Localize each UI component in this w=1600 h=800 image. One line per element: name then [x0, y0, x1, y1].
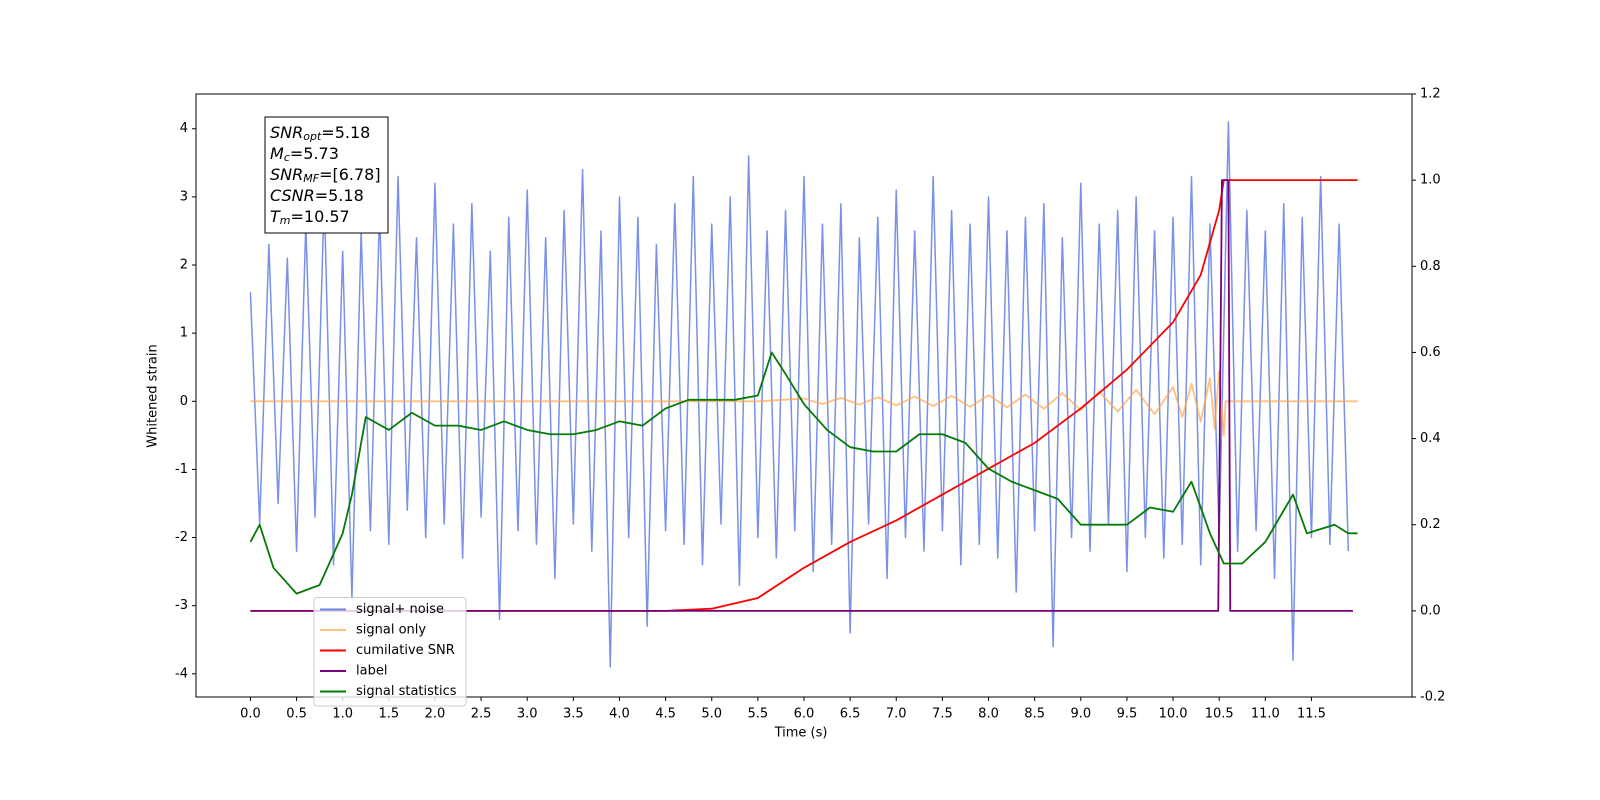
x-tick-label: 5.0 — [701, 707, 722, 722]
x-tick-label: 7.5 — [932, 707, 953, 722]
y-tick-label: -1 — [175, 462, 188, 477]
x-tick-label: 7.0 — [886, 707, 907, 722]
y2-tick-label: 1.2 — [1420, 87, 1441, 102]
annotation-subscript: MF — [303, 172, 319, 185]
y-tick-label: 2 — [180, 258, 188, 273]
annotation: Mc=5.73 — [270, 144, 339, 165]
annotation-subscript: c — [284, 151, 290, 164]
x-tick-label: 0.5 — [286, 707, 307, 722]
y-axis-label: Whitened strain — [146, 344, 161, 447]
annotation-box — [264, 116, 389, 234]
y2-tick-label: 0.4 — [1420, 431, 1441, 446]
annotation-value: =10.57 — [291, 207, 350, 226]
legend-label: signal+ noise — [356, 602, 444, 617]
annotation: SNRMF=[6.78] — [270, 165, 381, 186]
x-tick-label: 5.5 — [748, 707, 769, 722]
x-tick-label: 4.5 — [655, 707, 676, 722]
y2-tick-label: 0.8 — [1420, 259, 1441, 274]
x-tick-label: 9.5 — [1117, 707, 1138, 722]
x-tick-label: 11.5 — [1297, 707, 1326, 722]
x-tick-label: 2.0 — [425, 707, 446, 722]
annotation: Tm=10.57 — [270, 207, 350, 228]
legend-label: signal only — [356, 623, 426, 638]
annotation-symbol: T — [270, 207, 281, 226]
x-tick-label: 11.0 — [1251, 707, 1280, 722]
series-line — [250, 369, 1358, 437]
annotation-symbol: SNR — [270, 123, 303, 142]
y-tick-label: -4 — [175, 666, 188, 681]
x-tick-label: 1.0 — [332, 707, 353, 722]
annotation-subscript: m — [280, 214, 291, 227]
x-axis-label: Time (s) — [774, 726, 828, 741]
annotation-symbol: CSNR — [270, 186, 315, 205]
annotation: SNRopt=5.18 — [270, 123, 370, 144]
y-tick-label: -3 — [175, 598, 188, 613]
annotation: CSNR=5.18 — [270, 186, 364, 205]
series-line — [249, 121, 1350, 668]
series-line — [249, 351, 1358, 595]
y-tick-label: 3 — [180, 189, 188, 204]
annotation-subscript: opt — [303, 130, 322, 143]
x-tick-label: 3.0 — [517, 707, 538, 722]
y2-tick-label: 0.2 — [1420, 517, 1441, 532]
annotation-value: =5.18 — [315, 186, 364, 205]
x-tick-label: 3.5 — [563, 707, 584, 722]
x-tick-label: 10.0 — [1159, 707, 1188, 722]
legend-label: signal statistics — [356, 684, 457, 699]
legend-label: label — [356, 664, 387, 679]
x-tick-label: 0.0 — [240, 707, 261, 722]
legend-label: cumilative SNR — [356, 643, 455, 658]
y2-tick-label: 1.0 — [1420, 173, 1441, 188]
y2-tick-label: -0.2 — [1420, 690, 1445, 705]
annotation-value: =5.73 — [290, 144, 339, 163]
y2-tick-label: 0.0 — [1420, 603, 1441, 618]
x-tick-label: 4.0 — [609, 707, 630, 722]
annotation-value: =[6.78] — [319, 165, 381, 184]
annotation-symbol: M — [270, 144, 284, 163]
x-tick-label: 1.5 — [378, 707, 399, 722]
y-tick-label: -2 — [175, 530, 188, 545]
y-tick-label: 1 — [180, 326, 188, 341]
x-tick-label: 8.0 — [978, 707, 999, 722]
x-tick-label: 10.5 — [1205, 707, 1234, 722]
legend-box — [313, 597, 467, 707]
x-tick-label: 8.5 — [1024, 707, 1045, 722]
annotation-symbol: SNR — [270, 165, 303, 184]
y2-tick-label: 0.6 — [1420, 345, 1441, 360]
x-tick-label: 2.5 — [471, 707, 492, 722]
series-line — [250, 179, 1353, 612]
y-tick-label: 4 — [180, 121, 188, 136]
y-tick-label: 0 — [180, 394, 188, 409]
x-tick-label: 6.5 — [840, 707, 861, 722]
x-tick-label: 6.0 — [794, 707, 815, 722]
x-tick-label: 9.0 — [1070, 707, 1091, 722]
annotation-value: =5.18 — [321, 123, 370, 142]
